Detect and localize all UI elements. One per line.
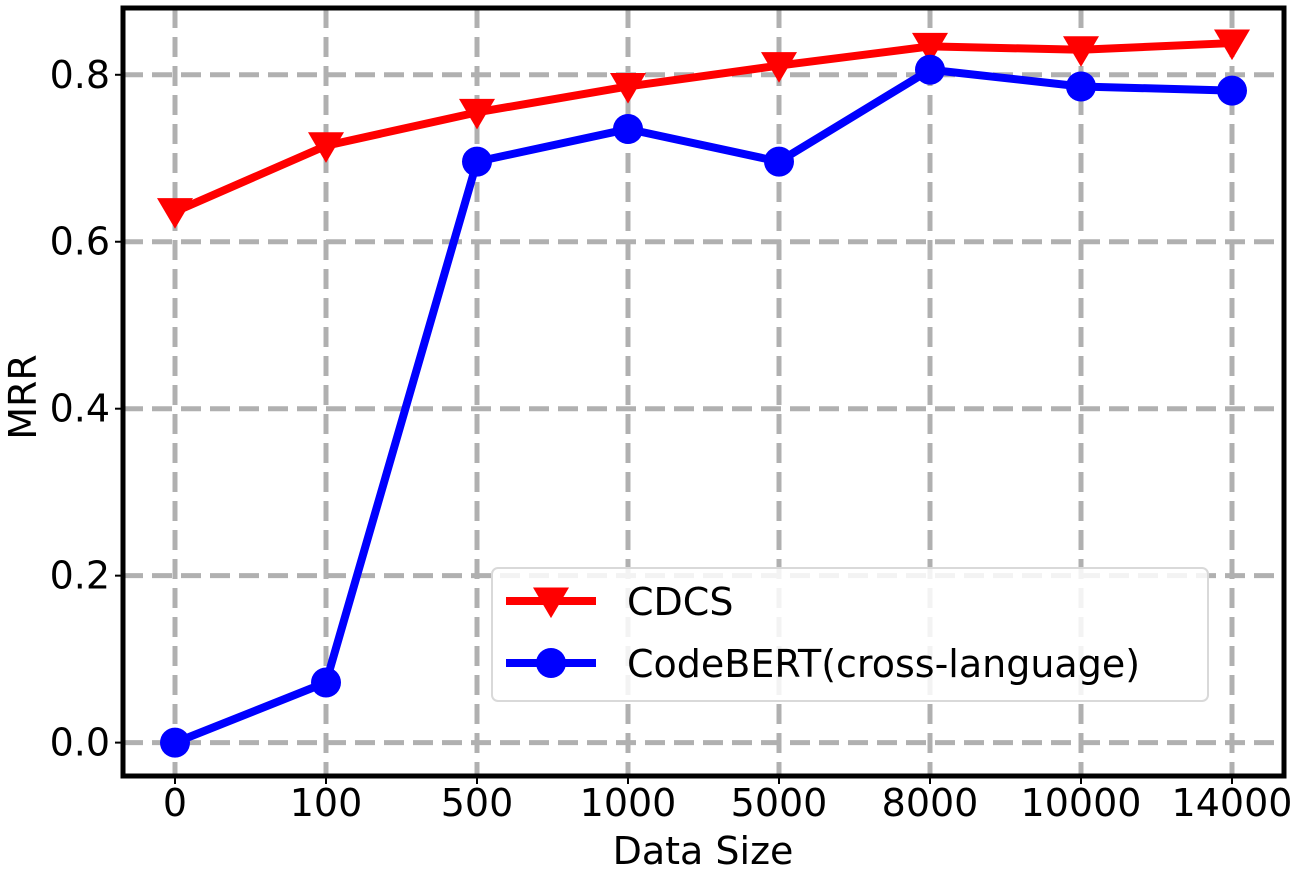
series-layer	[157, 29, 1250, 758]
data-point-marker	[1063, 36, 1099, 67]
x-tick-label: 100	[290, 781, 363, 825]
data-point-marker	[160, 727, 190, 758]
axis-ticks: 0 100 500 1000 5000 8000 10000 14000 0.0 0.2 0.4 0.…	[50, 53, 1293, 825]
data-point-marker	[1214, 29, 1250, 61]
x-tick-label: 10000	[1021, 781, 1142, 825]
legend: CDCS CodeBERT(cross-language)	[491, 567, 1209, 702]
series-1	[157, 29, 1250, 229]
data-point-marker	[462, 146, 492, 177]
series-2	[160, 54, 1247, 758]
plot-frame	[120, 5, 1287, 779]
x-axis-title: Data Size	[613, 829, 794, 869]
y-axis-title: MRR	[1, 354, 45, 440]
data-point-marker	[308, 132, 344, 163]
x-tick-label: 14000	[1172, 781, 1293, 825]
data-point-marker	[761, 52, 797, 83]
data-point-marker	[764, 146, 794, 177]
data-point-marker	[459, 98, 495, 130]
y-tick-label: 0.0	[50, 721, 110, 765]
legend-box	[491, 567, 1209, 702]
data-point-marker	[613, 114, 643, 145]
data-point-marker	[1066, 71, 1096, 102]
x-tick-label: 1000	[580, 781, 677, 825]
data-point-marker	[610, 72, 646, 104]
series-line	[173, 39, 1233, 216]
legend-entry-label: CDCS	[627, 580, 733, 624]
y-tick-label: 0.6	[50, 220, 110, 264]
data-point-marker	[311, 667, 341, 698]
legend-entry-label: CodeBERT(cross-language)	[627, 642, 1140, 686]
data-point-marker	[1217, 75, 1247, 106]
x-tick-label: 0	[163, 781, 187, 825]
data-point-marker	[157, 198, 193, 229]
x-tick-label: 5000	[731, 781, 828, 825]
legend-swatch-marker	[536, 648, 566, 678]
series-line	[173, 65, 1233, 747]
x-tick-label: 500	[441, 781, 514, 825]
data-point-marker	[912, 32, 948, 64]
y-tick-label: 0.8	[50, 53, 110, 97]
y-tick-label: 0.2	[50, 554, 110, 598]
data-point-marker	[915, 54, 945, 85]
x-tick-label: 8000	[882, 781, 979, 825]
legend-swatch-marker	[533, 587, 569, 619]
y-tick-label: 0.4	[50, 387, 110, 431]
